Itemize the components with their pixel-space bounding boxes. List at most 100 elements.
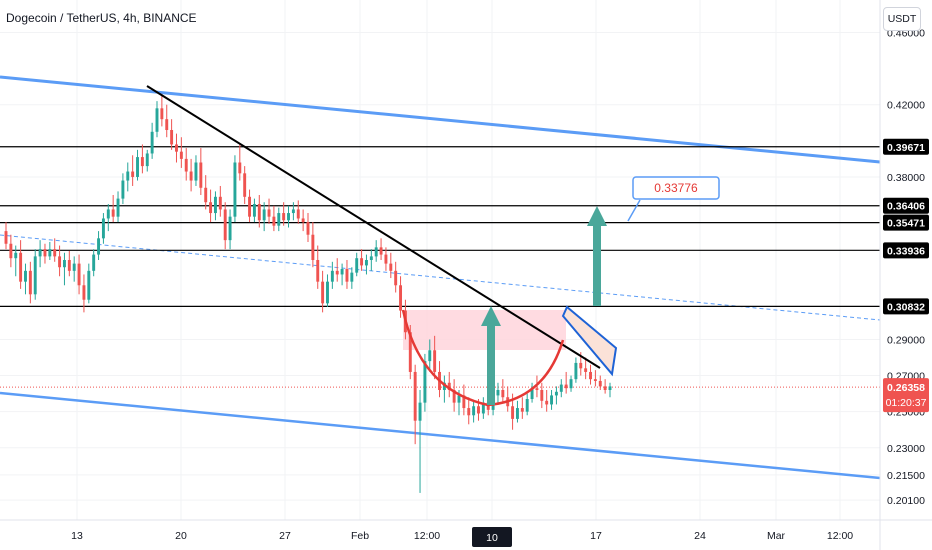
time-tick-label-10: 12:00 — [827, 530, 853, 542]
candle-body-22 — [111, 209, 115, 217]
candle-body-95 — [467, 408, 471, 416]
candle-body-10 — [53, 249, 57, 257]
candle-body-112 — [550, 395, 554, 405]
candle-body-70 — [345, 269, 349, 282]
candle-body-58 — [287, 213, 290, 221]
candle-body-87 — [428, 350, 432, 362]
candle-body-120 — [589, 371, 592, 380]
price-tick-label-7: 0.21500 — [887, 470, 925, 482]
candle-body-3 — [19, 252, 23, 282]
candle-body-59 — [291, 209, 295, 214]
candle-body-6 — [33, 256, 37, 295]
target-pointer — [627, 199, 641, 222]
level-label-3: 0.33936 — [887, 245, 925, 257]
price-tick-label-6: 0.23000 — [887, 443, 925, 455]
breakout-arrow-2-shaft — [593, 224, 601, 306]
candle-body-50 — [248, 196, 252, 217]
candle-body-26 — [131, 171, 135, 177]
time-tick-label-9: Mar — [767, 530, 786, 542]
candle-body-88 — [433, 350, 437, 372]
candle-body-1 — [9, 243, 13, 259]
candle-body-61 — [301, 218, 305, 223]
candle-body-7 — [38, 249, 42, 257]
candle-body-66 — [326, 281, 329, 304]
candle-body-72 — [355, 258, 359, 273]
level-label-box-0 — [883, 138, 929, 155]
candle-body-108 — [530, 388, 534, 400]
time-tick-label-8: 24 — [694, 530, 706, 542]
candle-body-123 — [603, 386, 607, 390]
candle-body-4 — [24, 270, 27, 282]
candle-body-106 — [520, 408, 524, 412]
candle-body-14 — [72, 263, 76, 271]
candle-body-64 — [316, 260, 320, 282]
candle-body-9 — [48, 249, 52, 257]
level-label-0: 0.39671 — [887, 142, 925, 154]
candle-body-27 — [136, 157, 139, 177]
candle-body-113 — [554, 391, 558, 396]
current-price-label: 0.26358 — [887, 382, 925, 394]
time-tick-label-1: 20 — [175, 530, 187, 542]
countdown-label: 01:20:37 — [886, 397, 927, 409]
candle-body-80 — [394, 270, 398, 286]
candle-body-124 — [608, 386, 612, 390]
candle-body-104 — [511, 406, 515, 419]
candle-body-12 — [62, 260, 66, 268]
candle-body-29 — [145, 153, 149, 167]
candle-body-116 — [569, 379, 573, 389]
candle-body-39 — [194, 162, 198, 181]
candle-body-47 — [233, 162, 237, 217]
candle-body-117 — [574, 362, 578, 380]
candle-body-21 — [106, 209, 110, 219]
level-label-box-3 — [883, 242, 929, 259]
candle-body-97 — [477, 406, 480, 414]
candle-body-86 — [423, 361, 427, 403]
candle-body-119 — [584, 368, 588, 372]
candle-body-54 — [267, 209, 271, 217]
candle-body-35 — [175, 144, 178, 152]
price-tick-label-3: 0.29000 — [887, 334, 925, 346]
candle-body-114 — [559, 384, 563, 392]
candle-body-18 — [92, 254, 96, 271]
candle-body-122 — [598, 380, 602, 387]
candle-body-56 — [277, 213, 281, 226]
candle-body-36 — [179, 151, 183, 159]
candle-body-11 — [58, 256, 62, 268]
candle-body-2 — [14, 252, 18, 259]
candle-body-76 — [374, 247, 378, 257]
breakout-arrow-1-head — [481, 306, 501, 326]
currency-button[interactable]: USDT — [883, 7, 921, 31]
candle-body-5 — [28, 270, 32, 295]
candle-body-110 — [540, 390, 544, 401]
candle-body-43 — [213, 196, 217, 214]
candle-body-109 — [535, 388, 539, 390]
candle-body-16 — [82, 285, 86, 300]
candle-body-99 — [486, 402, 490, 410]
descending-trendline — [146, 85, 601, 369]
candle-body-107 — [525, 399, 529, 412]
candle-body-19 — [97, 238, 101, 255]
candle-body-111 — [545, 400, 549, 405]
candle-body-20 — [101, 218, 105, 239]
breakout-arrow-2-head — [587, 206, 607, 226]
candle-body-57 — [282, 213, 286, 221]
time-cursor-box — [472, 527, 512, 547]
candle-body-48 — [238, 162, 242, 174]
level-label-1: 0.36406 — [887, 201, 925, 213]
candle-body-118 — [579, 362, 583, 369]
candle-body-62 — [306, 222, 310, 235]
candle-body-92 — [452, 390, 456, 403]
cup-fill-zone — [403, 310, 566, 350]
chart-title: Dogecoin / TetherUS, 4h, BINANCE — [6, 11, 197, 25]
price-tick-label-1: 0.42000 — [887, 100, 925, 112]
candle-body-74 — [364, 260, 368, 266]
candle-body-41 — [204, 187, 208, 203]
candle-body-81 — [399, 285, 403, 311]
candle-body-60 — [296, 209, 300, 219]
candle-body-38 — [189, 171, 193, 181]
level-label-box-1 — [883, 197, 929, 214]
candle-body-52 — [257, 204, 261, 221]
candle-body-121 — [593, 379, 597, 381]
